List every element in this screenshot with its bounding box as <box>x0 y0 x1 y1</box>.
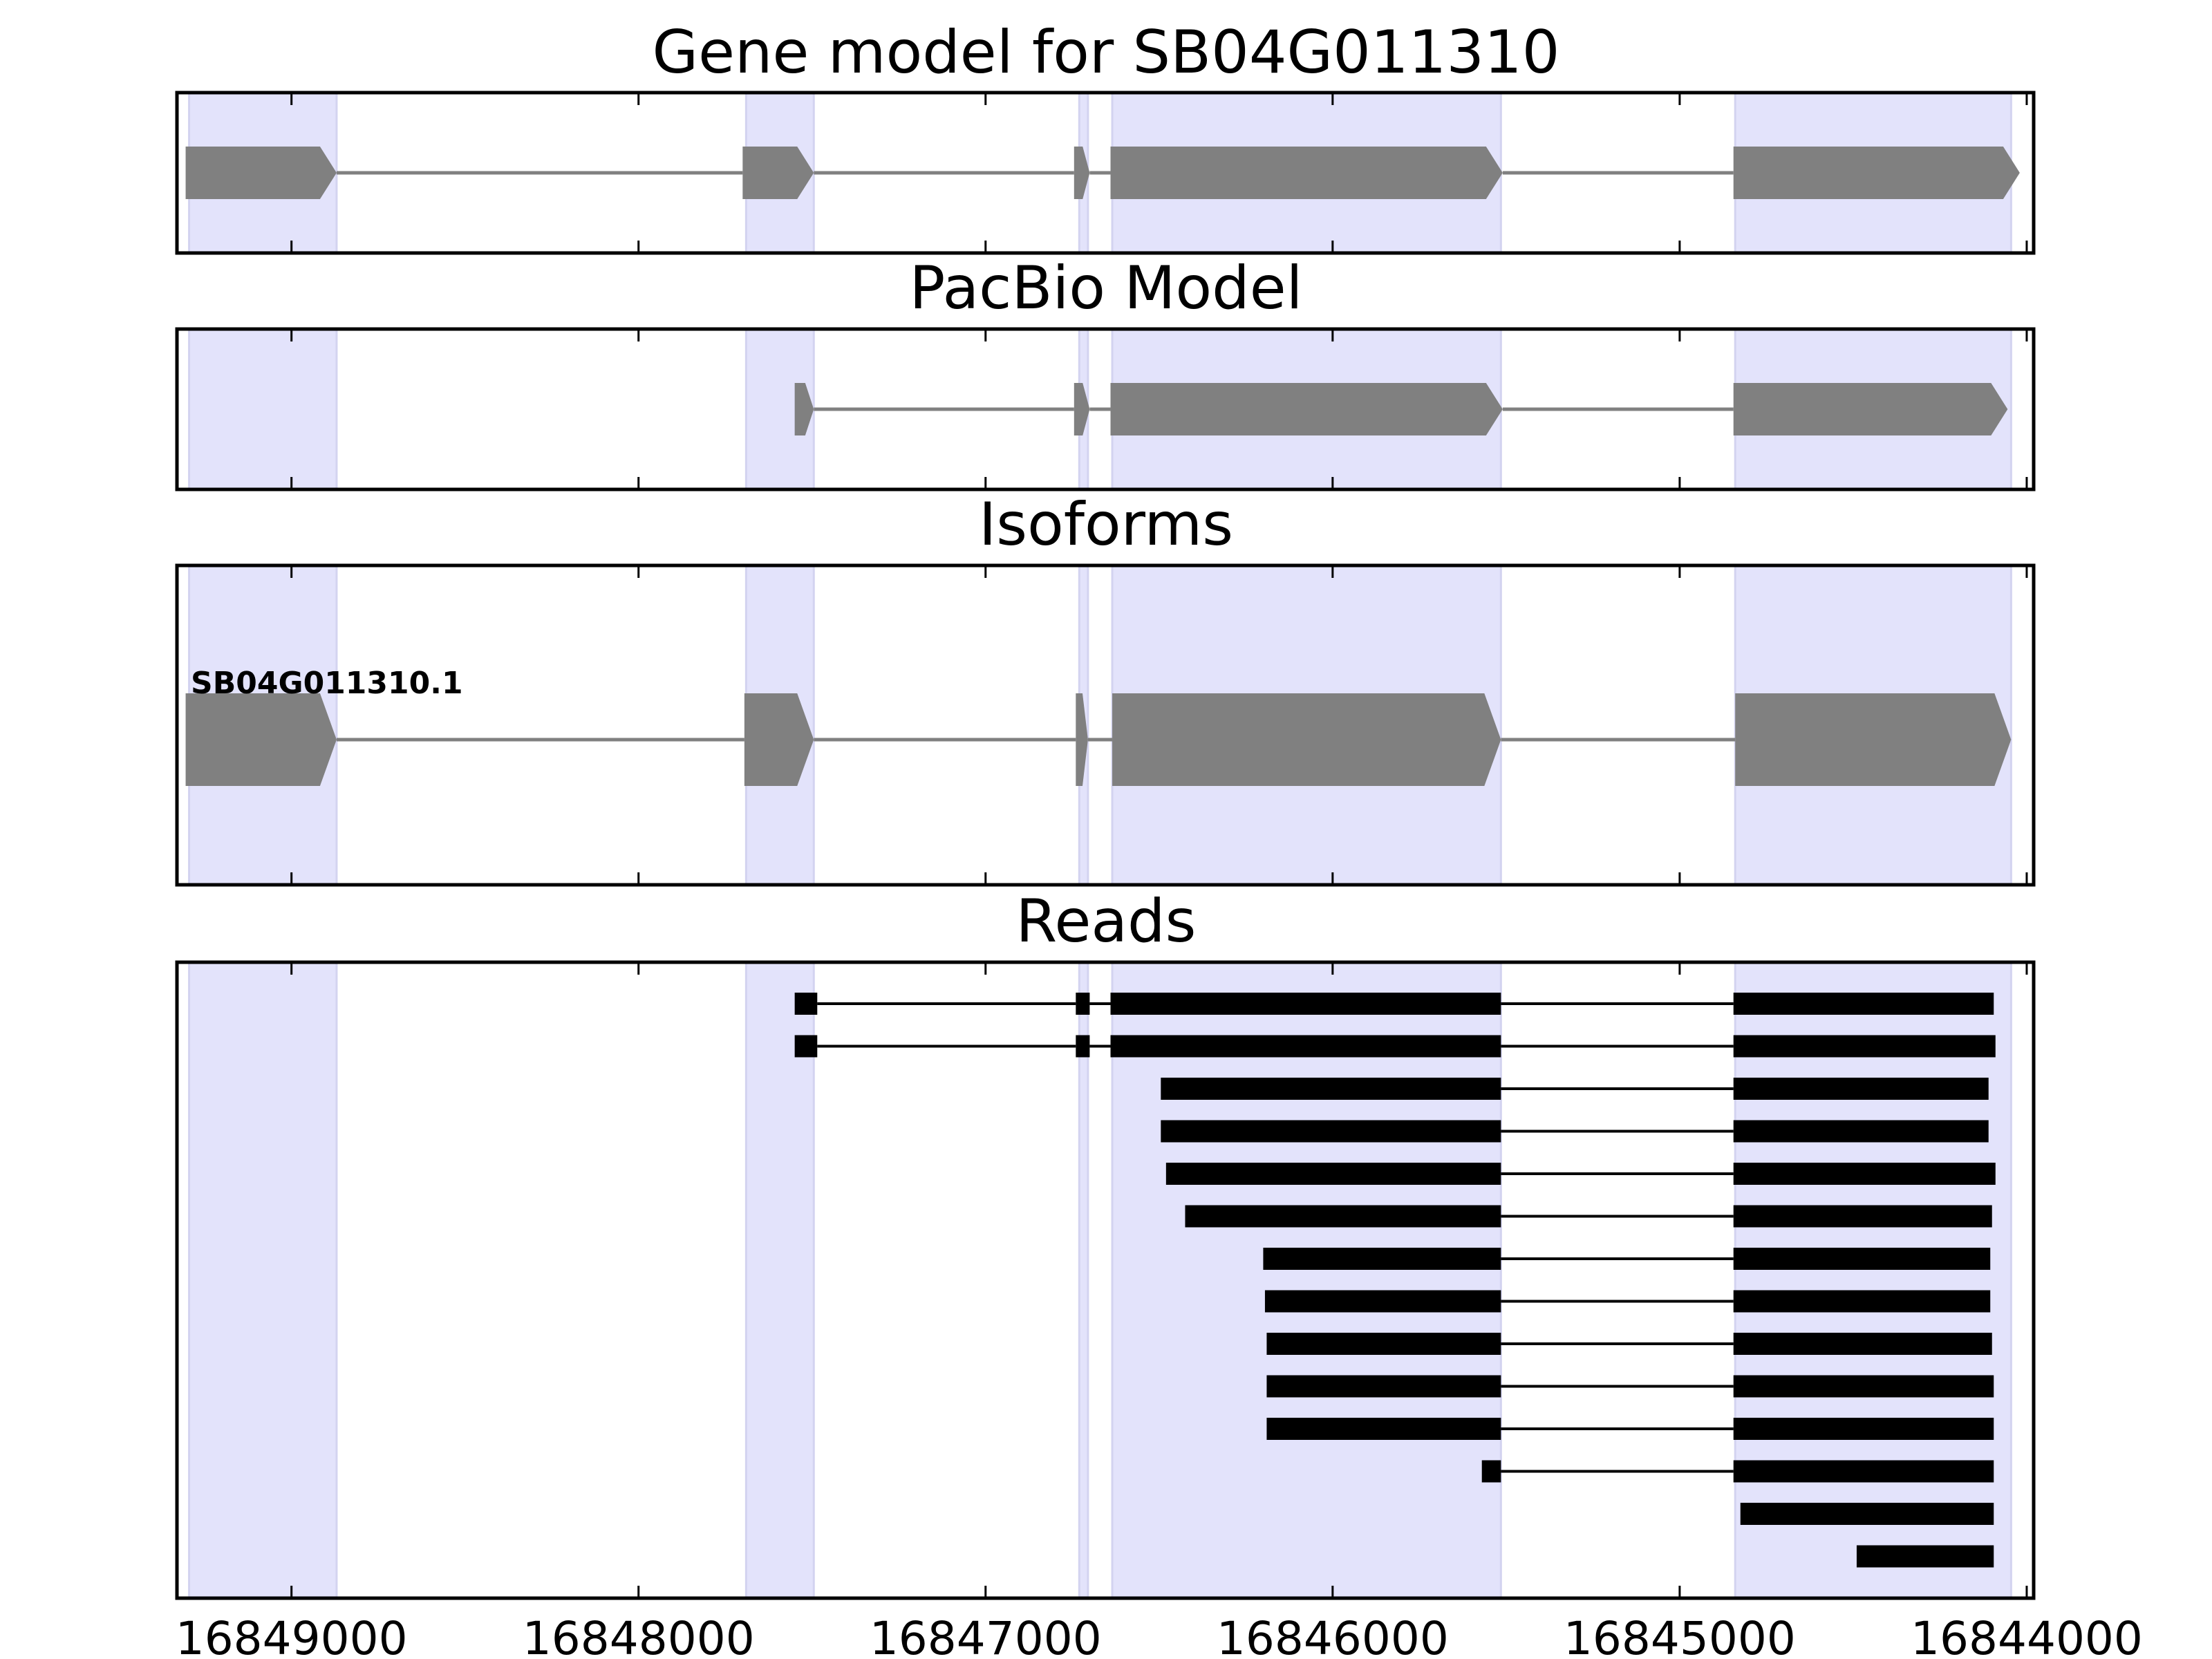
x-tick-label: 16847000 <box>870 1612 1102 1659</box>
read-segment <box>1740 1503 1994 1525</box>
read-segment <box>1733 1205 1992 1228</box>
x-tick-label: 16846000 <box>1217 1612 1449 1659</box>
read-segment <box>1733 1418 1994 1440</box>
read-segment <box>1856 1545 1994 1568</box>
panel-frame-gene-model <box>175 91 2036 255</box>
isoform-label: SB04G011310.1 <box>191 666 463 701</box>
exon-gene-model <box>1733 147 2020 199</box>
x-tick-label: 16844000 <box>1911 1612 2143 1659</box>
panel-frame-reads <box>175 960 2036 1600</box>
read-segment <box>1733 1375 1994 1398</box>
exon-isoforms <box>744 693 814 786</box>
highlight-region-reads <box>1111 961 1502 1600</box>
read-segment <box>794 1035 818 1058</box>
read-segment <box>1481 1460 1501 1483</box>
exon-isoforms <box>1112 693 1501 786</box>
exon-gene-model <box>1074 147 1090 199</box>
highlight-region-reads <box>744 961 815 1600</box>
read-segment <box>1733 1290 1991 1313</box>
read-segment <box>1733 1460 1994 1483</box>
frame-layer <box>175 91 2036 1600</box>
read-segment <box>1110 1035 1501 1058</box>
feature-layer <box>185 147 2020 1568</box>
panel-title-reads: Reads <box>1016 887 1197 956</box>
read-segment <box>1733 1120 1989 1143</box>
exon-pacbio-model <box>1074 383 1090 435</box>
exon-isoforms <box>1076 693 1088 786</box>
exon-gene-model <box>1110 147 1503 199</box>
read-segment <box>794 993 818 1015</box>
panel-title-pacbio-model: PacBio Model <box>909 254 1302 323</box>
read-segment <box>1076 993 1090 1015</box>
read-segment <box>1266 1375 1501 1398</box>
read-segment <box>1733 1248 1991 1270</box>
read-segment <box>1733 1333 1992 1355</box>
highlight-region-pacbio-model <box>188 328 338 491</box>
read-segment <box>1161 1120 1501 1143</box>
highlight-region-reads <box>1078 961 1089 1600</box>
read-segment <box>1185 1205 1501 1228</box>
panel-title-isoforms: Isoforms <box>979 490 1233 559</box>
exon-gene-model <box>742 147 814 199</box>
exon-gene-model <box>185 147 337 199</box>
read-segment <box>1266 1418 1501 1440</box>
exon-isoforms <box>1735 693 2012 786</box>
read-segment <box>1165 1163 1501 1185</box>
x-tick-label: 16849000 <box>176 1612 408 1659</box>
read-segment <box>1733 993 1994 1015</box>
read-segment <box>1161 1078 1501 1100</box>
exon-pacbio-model <box>1110 383 1503 435</box>
read-segment <box>1733 1035 1996 1058</box>
read-segment <box>1733 1163 1996 1185</box>
read-segment <box>1076 1035 1090 1058</box>
text-layer: Gene model for SB04G011310 PacBio Model … <box>176 18 2143 1659</box>
panel-frame-pacbio-model <box>175 327 2036 491</box>
exon-isoforms <box>185 693 337 786</box>
panel-frame-isoforms <box>175 563 2036 887</box>
read-segment <box>1263 1248 1501 1270</box>
panel-title-gene-model: Gene model for SB04G011310 <box>653 18 1560 87</box>
highlight-region-reads <box>1734 961 2012 1600</box>
read-segment <box>1733 1078 1989 1100</box>
x-tick-label: 16848000 <box>523 1612 755 1659</box>
exon-pacbio-model <box>794 383 814 435</box>
highlight-region-reads <box>188 961 338 1600</box>
read-segment <box>1264 1290 1501 1313</box>
exon-pacbio-model <box>1733 383 2008 435</box>
read-segment <box>1266 1333 1501 1355</box>
x-tick-label: 16845000 <box>1564 1612 1796 1659</box>
read-segment <box>1110 993 1501 1015</box>
